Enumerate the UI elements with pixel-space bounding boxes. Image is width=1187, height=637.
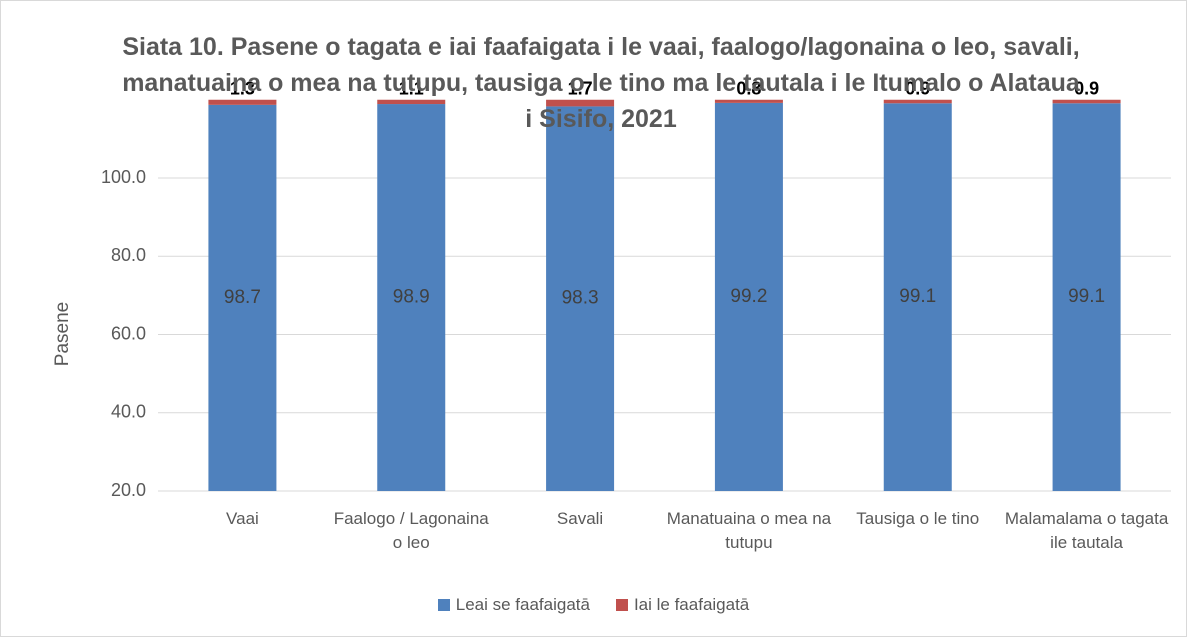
bar-segment (377, 104, 446, 492)
legend: Leai se faafaigatā Iai le faafaigatā (1, 595, 1186, 615)
y-tick-label: 60.0 (111, 323, 146, 343)
value-label: 99.2 (730, 286, 767, 307)
value-label: 1.3 (230, 79, 255, 99)
y-axis-title: Pasene (52, 302, 73, 366)
value-label: 0.8 (736, 79, 761, 99)
chart-title: Siata 10. Pasene o tagata e iai faafaiga… (122, 33, 1080, 133)
x-tick-label: Manatuaina o mea na tutupu (666, 509, 832, 552)
bar-segment (714, 99, 783, 103)
bar-segment (883, 103, 952, 492)
y-tick-label: 20.0 (111, 480, 146, 500)
bar-segment (1052, 103, 1121, 492)
legend-label: Iai le faafaigatā (633, 595, 750, 614)
value-label: 0.9 (1074, 79, 1099, 99)
value-label: 1.7 (568, 79, 593, 99)
bar-segment (714, 102, 783, 491)
bar-segment (883, 99, 952, 104)
x-tick-label: Savali (556, 509, 604, 528)
x-tick-label: Tausiga o le tino (856, 509, 980, 528)
bar-segment (546, 99, 615, 107)
value-label: 98.7 (224, 287, 261, 308)
bar-segment (377, 99, 446, 105)
value-label: 98.3 (562, 288, 599, 309)
bar-segment (1052, 99, 1121, 104)
bar-segment (208, 99, 277, 105)
legend-item: Iai le faafaigatā (615, 595, 750, 615)
legend-label: Leai se faafaigatā (455, 595, 590, 614)
y-tick-label: 100.0 (101, 167, 146, 187)
value-label: 0.9 (905, 79, 930, 99)
bar-segment (208, 104, 277, 492)
value-label: 98.9 (393, 287, 430, 308)
value-label: 99.1 (899, 286, 936, 307)
legend-swatch (437, 599, 450, 611)
bar-segment (546, 106, 615, 492)
x-tick-label: Malamalama o tagata ile tautala (1004, 509, 1169, 552)
y-tick-label: 80.0 (111, 245, 146, 265)
legend-item: Leai se faafaigatā (437, 595, 590, 615)
legend-swatch (615, 599, 628, 611)
value-label: 99.1 (1068, 286, 1105, 307)
x-tick-label: Vaai (226, 509, 259, 528)
value-label: 1.1 (399, 79, 424, 99)
y-tick-label: 40.0 (111, 402, 146, 422)
x-tick-label: Faalogo / Lagonaina o leo (333, 509, 489, 552)
